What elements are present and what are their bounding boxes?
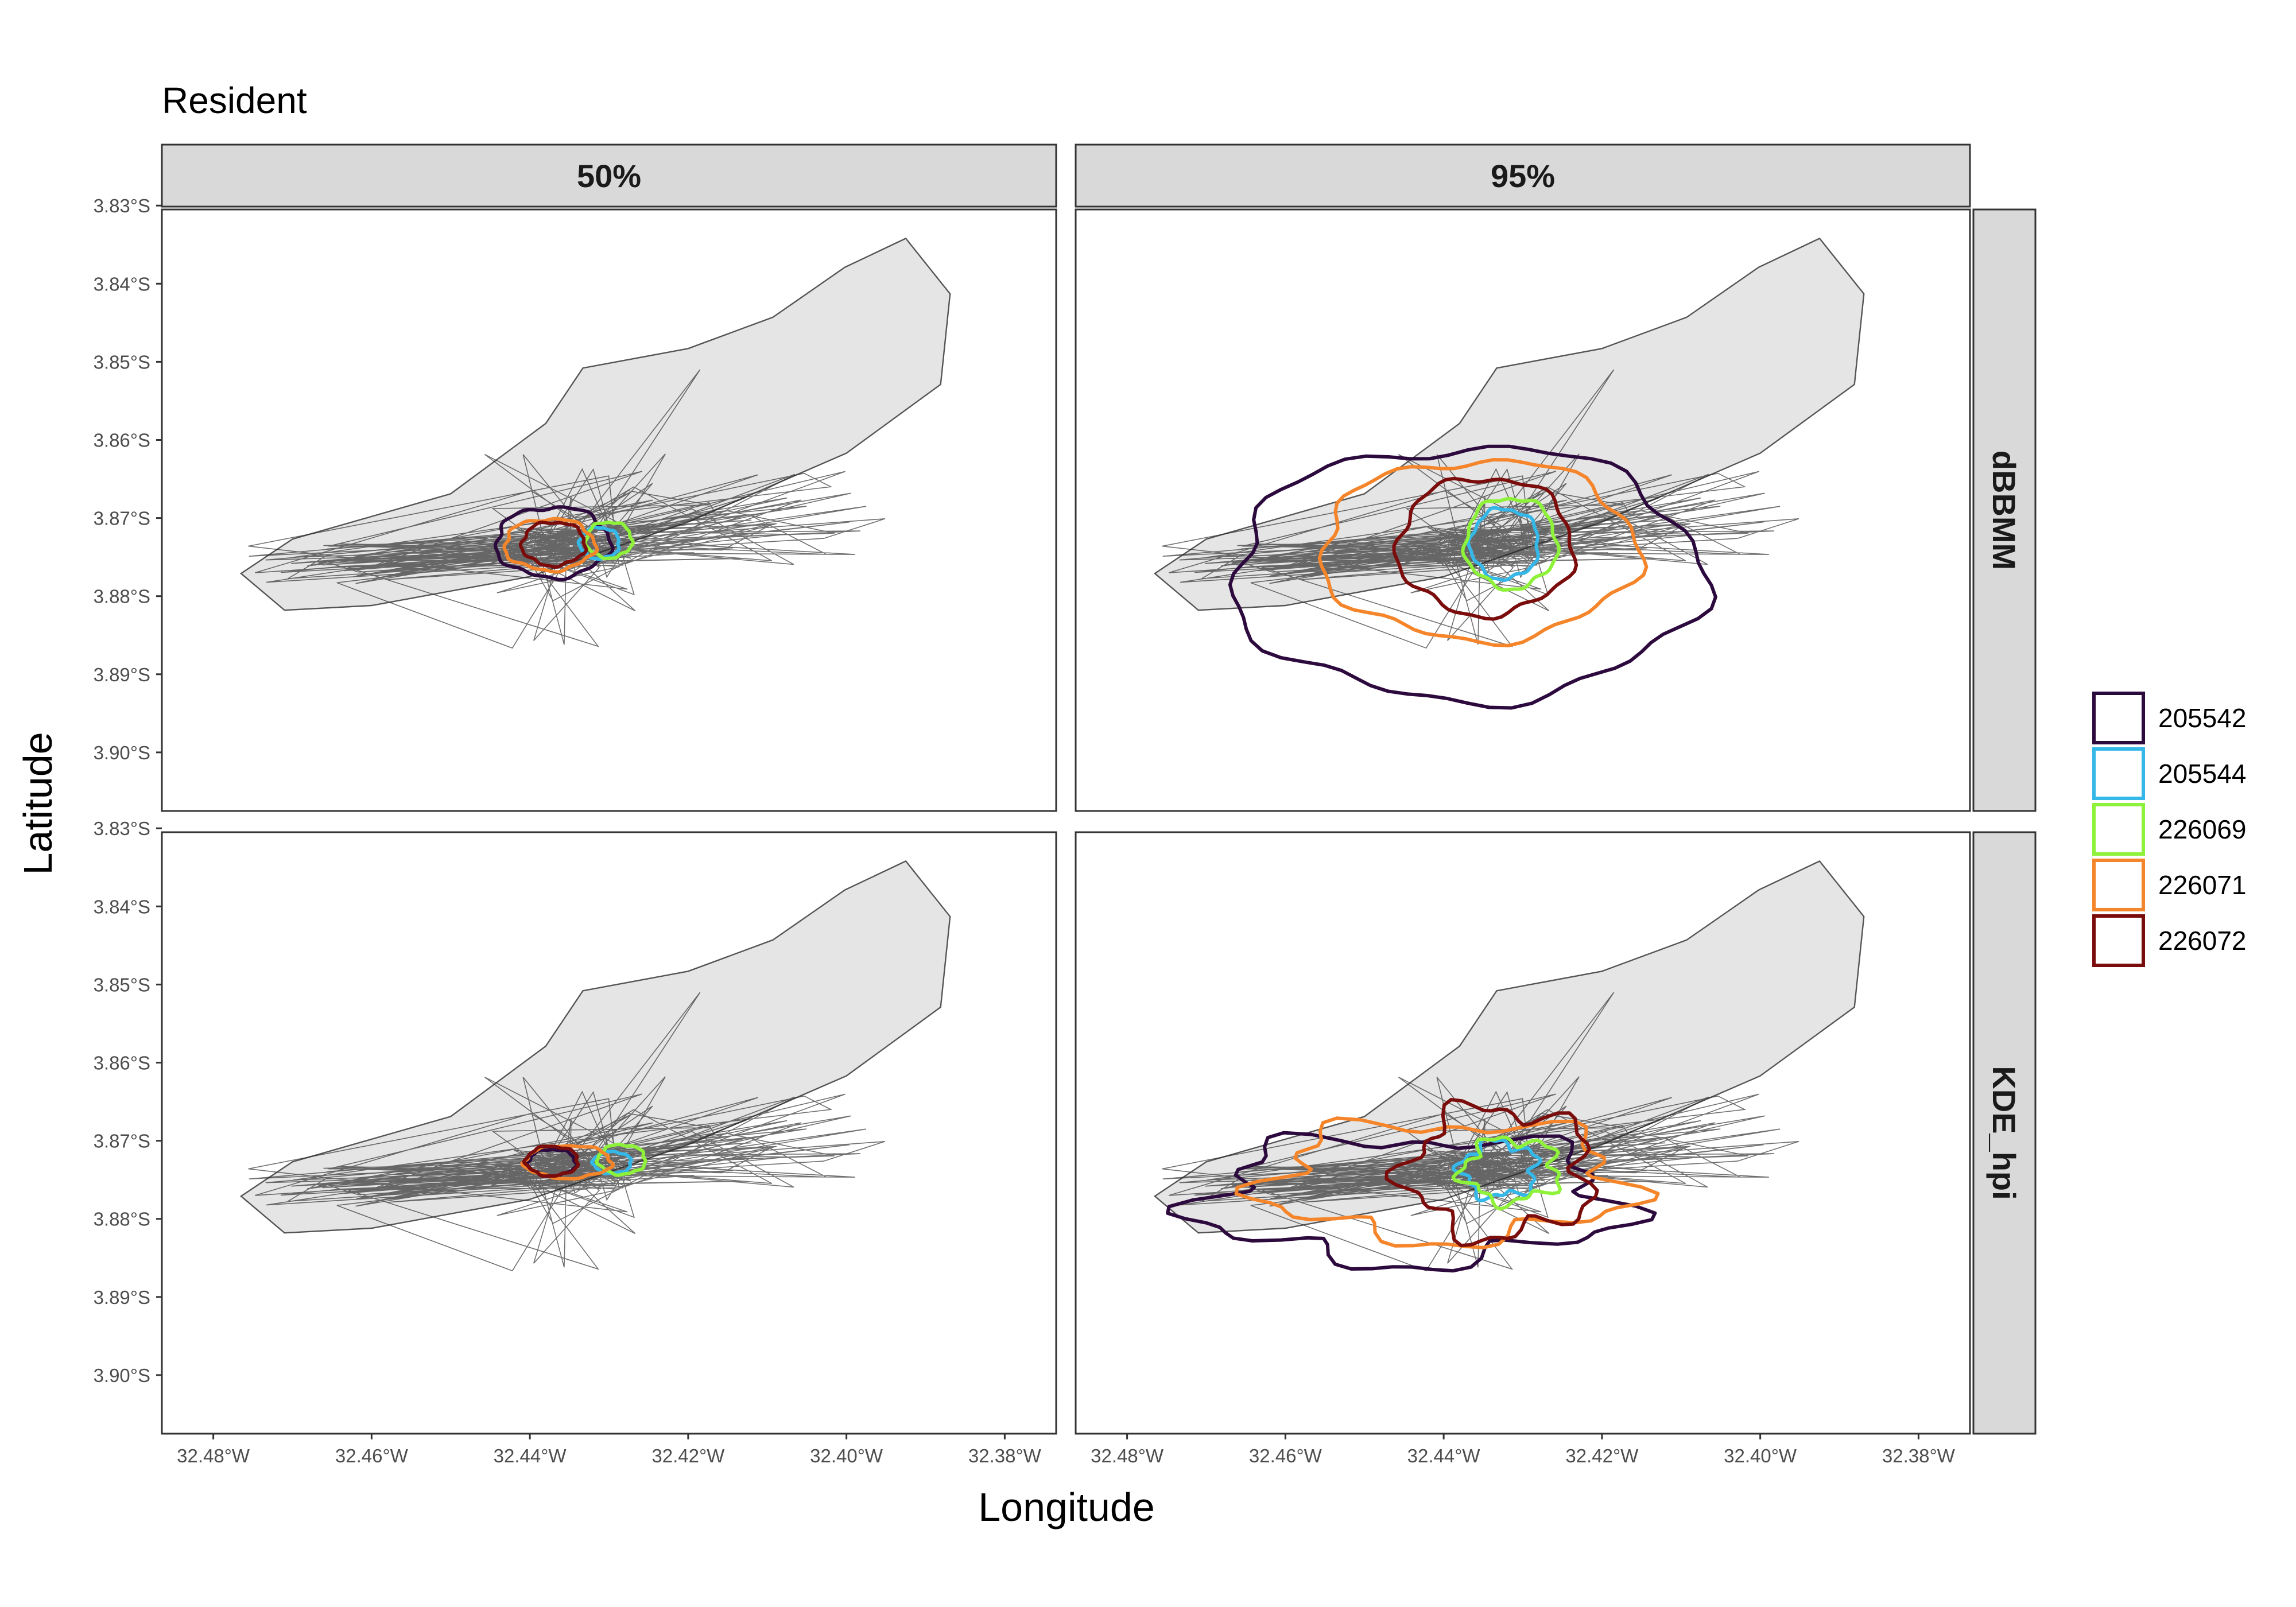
contour-226069 xyxy=(595,1143,647,1177)
y-tick-label: 3.88°S xyxy=(94,1209,150,1230)
panel-border xyxy=(1075,208,1971,812)
y-tick-label: 3.85°S xyxy=(94,974,150,995)
panel-content xyxy=(1153,860,1865,1273)
legend-key xyxy=(2092,859,2145,911)
legend-item-226072: 226072 xyxy=(2092,914,2247,967)
y-tick-label: 3.86°S xyxy=(94,1053,150,1074)
contour-226071 xyxy=(1317,458,1649,647)
track-lines xyxy=(1162,992,1799,1272)
y-tick-label: 3.87°S xyxy=(94,508,150,529)
legend-key xyxy=(2092,803,2145,856)
y-tick-label: 3.83°S xyxy=(94,195,150,216)
contour-205544 xyxy=(590,1150,633,1175)
column-strip xyxy=(161,143,1057,208)
x-tick-label: 32.38°W xyxy=(1882,1445,1956,1466)
contour-205544 xyxy=(1467,506,1540,582)
legend-label: 226071 xyxy=(2158,870,2247,900)
y-tick-label: 3.89°S xyxy=(94,1287,150,1308)
legend: 205542 205544 226069 226071 226072 xyxy=(2092,692,2247,967)
legend-label: 205544 xyxy=(2158,759,2247,789)
legend-item-226069: 226069 xyxy=(2092,803,2247,856)
y-tick-label: 3.84°S xyxy=(94,896,150,917)
contour-205542 xyxy=(1228,444,1717,710)
row-strip-label: dBBMM xyxy=(1986,451,2022,570)
y-axis-title: Latitude xyxy=(15,732,60,875)
contour-226069 xyxy=(1451,1135,1562,1211)
column-strip xyxy=(1075,143,1971,208)
y-tick-label: 3.88°S xyxy=(94,586,150,607)
y-tick-label: 3.86°S xyxy=(94,430,150,451)
y-tick-label: 3.84°S xyxy=(94,273,150,294)
contour-226069 xyxy=(583,521,635,561)
row-strip-label: KDE_hpi xyxy=(1986,1066,2022,1200)
panel-content xyxy=(239,860,951,1272)
x-tick-label: 32.44°W xyxy=(1407,1445,1481,1466)
x-tick-label: 32.40°W xyxy=(810,1445,883,1466)
x-tick-label: 32.42°W xyxy=(651,1445,725,1466)
y-tick-label: 3.85°S xyxy=(94,351,150,372)
row-strip xyxy=(1972,208,2037,812)
contour-205542 xyxy=(493,505,615,581)
contour-226069 xyxy=(1461,496,1561,592)
legend-label: 205542 xyxy=(2158,703,2247,733)
x-tick-label: 32.38°W xyxy=(968,1445,1042,1466)
mcp-polygon xyxy=(239,860,951,1234)
legend-key xyxy=(2092,692,2145,744)
contour-205544 xyxy=(576,525,621,561)
legend-item-226071: 226071 xyxy=(2092,859,2247,911)
x-tick-label: 32.48°W xyxy=(177,1445,250,1466)
panel-border xyxy=(1075,831,1971,1435)
mcp-polygon xyxy=(239,237,951,611)
y-tick-label: 3.89°S xyxy=(94,664,150,685)
legend-label: 226069 xyxy=(2158,814,2247,844)
legend-label: 226072 xyxy=(2158,926,2247,956)
y-tick-label: 3.87°S xyxy=(94,1131,150,1152)
panel-kde-hpi-50: 3.83°S 3.84°S 3.85°S 3.86°S 3.87°S 3.88°S 3.89… xyxy=(94,818,1057,1466)
contour-226072 xyxy=(1384,1098,1599,1248)
panel-dbbmm-95: 95% dBBMM xyxy=(1075,143,2037,812)
x-tick-label: 32.46°W xyxy=(1249,1445,1322,1466)
contour-226072 xyxy=(522,1144,580,1178)
contour-226071 xyxy=(1234,1116,1660,1249)
legend-item-205544: 205544 xyxy=(2092,747,2247,800)
plot-title: Resident xyxy=(162,80,307,121)
x-axis-title: Longitude xyxy=(978,1485,1155,1530)
contour-226072 xyxy=(1392,476,1578,621)
column-strip-label: 95% xyxy=(1491,158,1555,194)
x-tick-label: 32.42°W xyxy=(1565,1445,1639,1466)
y-tick-label: 3.90°S xyxy=(94,1365,150,1386)
contour-226072 xyxy=(518,521,588,569)
track-lines xyxy=(248,992,886,1272)
column-strip-label: 50% xyxy=(577,158,641,194)
contour-205542 xyxy=(1166,1131,1657,1273)
contour-205544 xyxy=(1452,1137,1542,1203)
panel-border xyxy=(161,831,1057,1435)
panel-border xyxy=(161,208,1057,812)
legend-key xyxy=(2092,914,2145,967)
panel-kde-hpi-95: KDE_hpi 32.48°W 32.46°W 32.44°W 32.42°W 32.40… xyxy=(1075,831,2037,1466)
contour-226071 xyxy=(502,517,599,574)
x-tick-label: 32.48°W xyxy=(1091,1445,1164,1466)
panel-dbbmm-50: 50% 3.83°S 3.84°S 3.85°S 3.86°S 3.87°S 3.88°S 3… xyxy=(94,143,1057,812)
y-tick-label: 3.83°S xyxy=(94,818,150,839)
x-tick-label: 32.46°W xyxy=(335,1445,409,1466)
panel-content xyxy=(239,237,951,649)
x-tick-label: 32.40°W xyxy=(1724,1445,1797,1466)
legend-key xyxy=(2092,747,2145,800)
facet-panels: 50%3.83°S3.84°S3.85°S3.86°S3.87°S3.88°S3… xyxy=(94,143,2037,1466)
x-tick-label: 32.44°W xyxy=(494,1445,567,1466)
y-tick-label: 3.90°S xyxy=(94,742,150,763)
row-strip xyxy=(1972,831,2037,1435)
mcp-polygon xyxy=(1153,237,1865,611)
legend-item-205542: 205542 xyxy=(2092,692,2247,744)
panel-content xyxy=(1153,237,1865,710)
